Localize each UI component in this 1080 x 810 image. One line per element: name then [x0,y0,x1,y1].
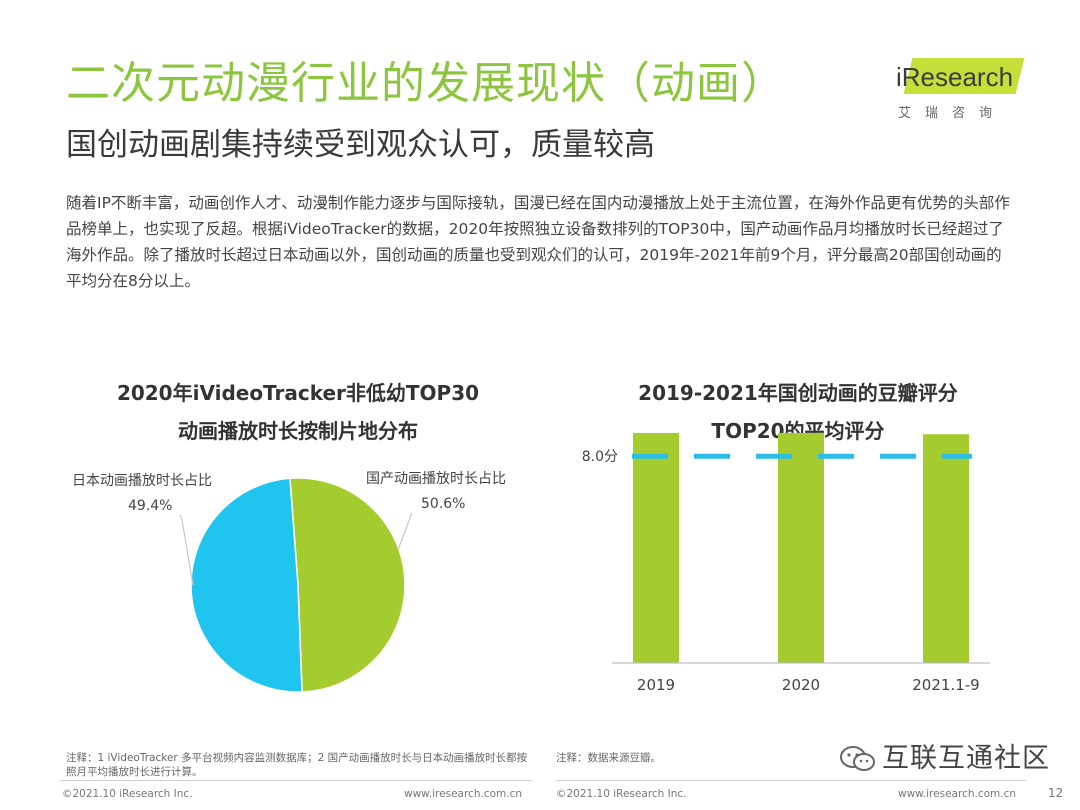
bar-2021.1-9 [923,434,969,663]
footer-copyright-left: ©2021.10 iResearch Inc. [62,788,193,800]
bar-category-label: 2019 [637,676,675,694]
pie-leader-china [397,512,413,551]
footer-rule-left [60,780,532,781]
footer-copyright-right: ©2021.10 iResearch Inc. [556,788,687,800]
pie-leader-japan [179,514,194,586]
bar-2019 [633,432,679,663]
pie-value-japan: 49.4% [128,498,173,514]
page-number: 12 [1048,786,1064,800]
logo-subtext: 艾瑞咨询 [898,106,1007,121]
note-right: 注释：数据来源豆瓣。 [556,752,661,764]
pie-value-china: 50.6% [421,496,466,512]
pie-slice-japan [190,477,303,693]
bar-category-label: 2021.1-9 [912,676,979,694]
pie-label-china: 国产动画播放时长占比 [366,471,506,487]
pie-chart-title-line2: 动画播放时长按制片地分布 [178,419,418,443]
page-title: 二次元动漫行业的发展现状（动画） [66,58,786,109]
logo-text: iResearch [896,62,1014,92]
pie-slice-china [289,477,406,693]
note-left: 注释：1 iVideoTracker 多平台视频内容监测数据库；2 国产动画播放… [66,752,528,778]
body-paragraph: 随着IP不断丰富，动画创作人才、动漫制作能力逐步与国际接轨，国漫已经在国内动漫播… [66,194,1010,290]
footer-url-right: www.iresearch.com.cn [898,788,1017,800]
pie-label-japan: 日本动画播放时长占比 [72,473,212,489]
footer-rule-right [556,780,1026,781]
bar-category-label: 2020 [782,676,820,694]
page-subtitle: 国创动画剧集持续受到观众认可，质量较高 [66,127,655,163]
bar-chart-title-line2: TOP20的平均评分 [711,419,885,443]
bar-2020 [778,432,824,663]
bar-chart-title-line1: 2019-2021年国创动画的豆瓣评分 [638,381,958,405]
footer-url-left: www.iresearch.com.cn [404,788,523,800]
watermark-text: 互联互通社区 [882,743,1050,774]
wechat-icon [840,746,875,771]
iresearch-logo: iResearch 艾瑞咨询 [896,58,1028,124]
pie-chart-title-line1: 2020年iVideoTracker非低幼TOP30 [116,381,480,405]
reference-line-label: 8.0分 [582,449,618,465]
